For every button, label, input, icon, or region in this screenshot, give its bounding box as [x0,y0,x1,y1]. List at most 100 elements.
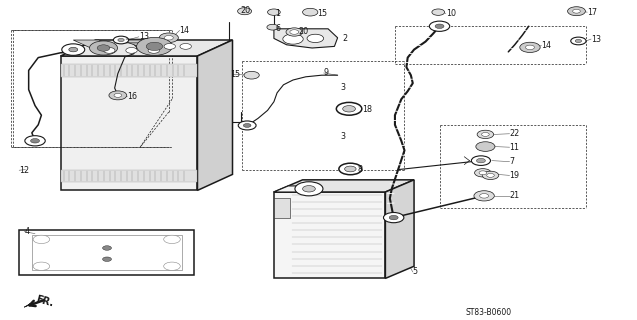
Circle shape [336,102,362,115]
Text: 21: 21 [510,191,520,200]
Circle shape [103,246,111,250]
Circle shape [238,121,256,130]
Circle shape [62,44,85,55]
Text: 11: 11 [510,143,520,152]
Circle shape [480,194,489,198]
Circle shape [103,47,115,53]
Circle shape [487,173,494,177]
Circle shape [573,9,580,13]
Text: 6: 6 [275,24,280,33]
Circle shape [476,158,485,163]
Text: 2: 2 [343,34,348,43]
Circle shape [345,166,356,172]
Text: 4: 4 [24,227,29,236]
Text: 20: 20 [298,27,308,36]
Circle shape [267,24,278,30]
Circle shape [164,44,176,49]
Polygon shape [61,170,197,182]
Circle shape [243,124,251,127]
Circle shape [568,7,585,16]
Circle shape [164,235,180,244]
Text: 8: 8 [358,165,363,174]
Text: 14: 14 [541,41,552,50]
Text: 3: 3 [341,132,346,141]
Circle shape [290,30,299,34]
Circle shape [25,136,45,146]
Circle shape [89,41,117,55]
Text: 13: 13 [139,32,149,41]
Circle shape [471,156,490,165]
Text: 7: 7 [510,157,515,166]
Text: 3: 3 [341,84,346,92]
Circle shape [429,21,450,31]
Circle shape [31,139,39,143]
Circle shape [97,45,110,51]
Circle shape [238,8,252,15]
Circle shape [136,37,172,55]
Text: FR.: FR. [35,294,55,308]
Text: 12: 12 [19,166,29,175]
Circle shape [69,47,78,52]
Circle shape [103,257,111,261]
Circle shape [283,34,303,44]
Circle shape [303,8,318,16]
Circle shape [303,186,315,192]
Circle shape [286,28,303,36]
Text: 22: 22 [510,129,520,138]
Circle shape [33,262,50,270]
Circle shape [477,130,494,139]
Circle shape [575,39,582,43]
Polygon shape [274,186,312,192]
Polygon shape [385,180,414,278]
Text: 19: 19 [510,171,520,180]
Text: 13: 13 [591,35,601,44]
Circle shape [526,45,534,50]
Polygon shape [274,198,290,218]
Circle shape [474,191,494,201]
Polygon shape [274,29,338,48]
Polygon shape [197,40,233,190]
Polygon shape [121,40,171,46]
Circle shape [164,36,173,40]
Text: 16: 16 [127,92,138,101]
Circle shape [33,235,50,244]
Polygon shape [61,56,197,190]
Circle shape [476,142,495,151]
Circle shape [482,171,499,180]
Polygon shape [24,303,31,307]
Text: 18: 18 [362,105,372,114]
Polygon shape [274,180,414,192]
Text: 17: 17 [587,8,598,17]
Circle shape [109,91,127,100]
Text: 5: 5 [413,268,418,276]
Circle shape [126,47,138,53]
Polygon shape [61,40,233,56]
Circle shape [268,9,280,15]
Circle shape [244,71,259,79]
Circle shape [118,38,124,42]
Text: ST83-B0600: ST83-B0600 [465,308,511,317]
Circle shape [389,215,398,220]
Circle shape [113,36,129,44]
Text: 15: 15 [231,70,241,79]
Circle shape [148,47,159,53]
Circle shape [307,34,324,43]
Polygon shape [19,230,194,275]
Circle shape [147,42,163,51]
Circle shape [114,93,122,97]
Text: 15: 15 [317,9,327,18]
Circle shape [295,182,323,196]
Text: 10: 10 [446,9,456,18]
Circle shape [475,169,491,177]
Polygon shape [61,64,197,77]
Circle shape [383,212,404,223]
Polygon shape [73,40,116,48]
Text: 20: 20 [241,6,251,15]
Text: 9: 9 [324,68,329,77]
Circle shape [571,37,586,45]
Text: 1: 1 [275,9,280,18]
Circle shape [479,171,487,175]
Circle shape [159,33,178,43]
Circle shape [482,132,489,136]
Polygon shape [274,192,385,278]
